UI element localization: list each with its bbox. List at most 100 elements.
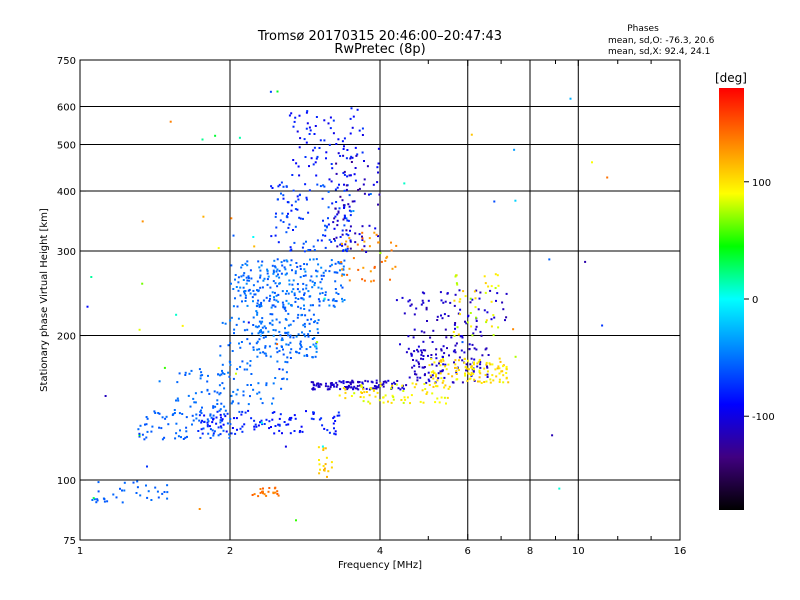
- data-point-f1-rise: [223, 413, 226, 416]
- data-point-x-trace-upper: [475, 316, 477, 319]
- data-point-f2-cluster-250: [301, 297, 304, 300]
- data-point-x-upper-orange: [384, 259, 387, 262]
- data-point-scatter-noise: [323, 297, 326, 300]
- data-point-o-trace-high: [479, 291, 482, 294]
- data-point-f2-cluster-250: [240, 275, 243, 278]
- data-point-o-trace-160: [391, 382, 394, 385]
- data-point-x-trace-150: [425, 393, 428, 395]
- data-point-f-mid-low: [229, 342, 232, 344]
- data-point-x-trace-170: [478, 369, 481, 372]
- data-point-f2-cluster-200: [290, 304, 293, 307]
- data-point-o-trace-160: [316, 382, 319, 385]
- data-point-o-trace-high: [423, 292, 426, 295]
- data-point-x-spike: [358, 233, 361, 236]
- data-point-o-trace-high: [478, 297, 481, 300]
- data-point-o-trace-high: [477, 308, 480, 311]
- data-point-x-spike: [354, 241, 357, 244]
- data-point-scatter-noise: [493, 200, 496, 203]
- data-point-f2-lower: [293, 414, 296, 417]
- data-point-x-trace-170: [498, 372, 501, 375]
- data-point-f2-cluster-200: [307, 335, 310, 338]
- data-point-f2-cluster-250: [274, 282, 277, 285]
- data-point-f2-cluster-200: [287, 331, 290, 334]
- data-point-f1-trace: [217, 434, 220, 437]
- data-point-f2-upper: [275, 212, 277, 215]
- data-point-f2-cluster-200: [290, 348, 293, 351]
- data-point-x-blob-100: [265, 494, 268, 497]
- data-point-x-trace-150: [360, 384, 363, 387]
- data-point-f2-cluster-250: [247, 275, 250, 278]
- data-point-f2-cluster-250: [237, 289, 240, 292]
- data-point-scatter-noise: [287, 302, 290, 305]
- data-point-x-trace-150: [426, 391, 429, 394]
- data-point-f1-rise: [224, 409, 227, 412]
- data-point-f2-cluster-250: [311, 286, 314, 289]
- data-point-f2-cluster-250: [275, 275, 278, 278]
- data-point-o-trace-rise: [473, 379, 476, 382]
- data-point-f2-cluster-200: [300, 345, 303, 348]
- data-point-f2-cluster-250: [244, 262, 247, 265]
- data-point-f2-lower: [220, 416, 222, 419]
- data-point-f2-cluster-250: [312, 258, 315, 261]
- data-point-f2-upper: [294, 208, 297, 210]
- data-point-f2-upper: [348, 194, 351, 197]
- y-tick-label: 750: [57, 56, 76, 67]
- data-point-x-trace-upper: [494, 287, 497, 289]
- data-point-scatter-noise: [584, 260, 587, 263]
- data-point-x-spike: [336, 219, 339, 222]
- data-point-o-trace-160: [359, 384, 361, 387]
- data-point-f2-lower: [224, 415, 227, 418]
- data-point-f2-cluster-250: [311, 280, 314, 283]
- data-point-o-trace-160: [375, 382, 378, 384]
- data-point-o-trace-high: [489, 289, 492, 292]
- data-point-f1-trace: [177, 435, 180, 438]
- data-points: [86, 90, 609, 522]
- data-point-x-trace-150: [411, 382, 414, 385]
- data-point-f1-trace: [207, 432, 210, 435]
- data-point-f-mid-low: [272, 397, 275, 400]
- data-point-f2-lower: [222, 423, 225, 426]
- data-point-x-trace-170: [479, 372, 482, 375]
- data-point-f2-cluster-250: [317, 263, 320, 266]
- data-point-f2-cluster-200: [297, 313, 300, 316]
- data-point-f2-cluster-200: [308, 309, 311, 312]
- data-point-f1-trace: [198, 419, 201, 422]
- data-point-f-mid-low: [219, 345, 222, 348]
- data-point-scatter-noise: [321, 445, 324, 448]
- data-point-f2-cluster-250: [338, 262, 341, 265]
- data-point-o-trace-high: [475, 320, 478, 322]
- data-point-scatter-noise: [260, 421, 263, 424]
- data-point-f2-cluster-250: [334, 262, 337, 265]
- data-point-f2-cluster-250: [303, 293, 305, 296]
- data-point-f1-trace: [174, 437, 177, 440]
- data-point-x-trace-upper: [485, 321, 488, 324]
- data-point-x-trace-170: [498, 357, 501, 360]
- data-point-o-trace-high: [457, 312, 460, 315]
- data-point-f2-cluster-250: [234, 278, 236, 281]
- data-point-f2-cluster-200: [256, 313, 259, 316]
- data-point-x-blob-100: [259, 491, 262, 494]
- data-point-f-mid-low: [274, 377, 277, 379]
- data-point-f2-cluster-250: [239, 286, 242, 289]
- data-point-f1-trace: [139, 424, 142, 427]
- data-point-f2-upper: [301, 246, 304, 249]
- data-point-o-trace-high: [401, 296, 404, 299]
- data-point-f2-cluster-200: [283, 307, 286, 310]
- data-point-f2-high: [331, 167, 334, 170]
- data-point-f-low-trace: [145, 484, 147, 487]
- data-point-f2-high: [308, 133, 311, 135]
- data-point-o-trace-high: [453, 304, 456, 307]
- data-point-f2-cluster-250: [315, 258, 318, 261]
- data-point-f2-cluster-200: [284, 306, 287, 309]
- data-point-o-trace-rise: [418, 365, 421, 368]
- data-point-f2-cluster-250: [269, 286, 272, 289]
- data-point-o-trace-high: [420, 330, 423, 333]
- data-point-f2-lower: [254, 423, 257, 426]
- data-point-o-trace-rise: [410, 353, 413, 356]
- data-point-f1-rise: [176, 397, 179, 400]
- data-point-f2-high: [318, 147, 321, 149]
- data-point-f2-cluster-250: [335, 271, 338, 274]
- data-point-o-trace-high: [468, 343, 471, 346]
- data-point-o-trace-rise: [415, 373, 418, 376]
- data-point-x-spike: [337, 152, 340, 155]
